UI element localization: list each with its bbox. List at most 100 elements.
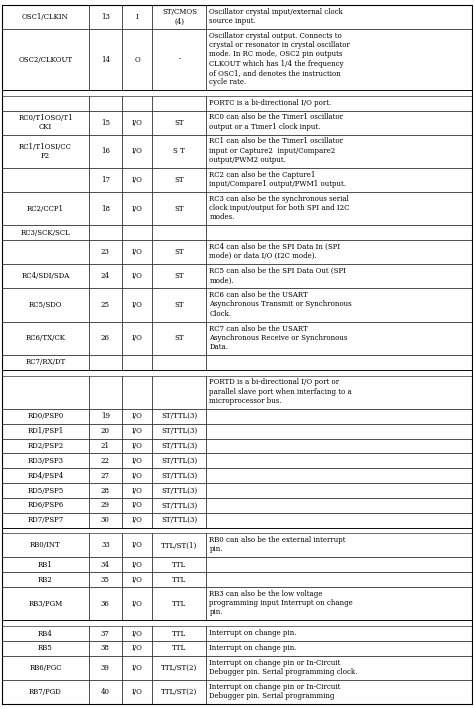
Bar [2,168,89,192]
Bar [153,469,207,483]
Text: 35: 35 [101,576,110,584]
Bar [122,498,153,513]
Text: I/O: I/O [132,118,143,127]
Text: RC2 can also be the Capture1
input/Compare1 output/PWM1 output.: RC2 can also be the Capture1 input/Compa… [210,171,346,188]
Bar [207,111,472,135]
Text: 34: 34 [101,561,110,569]
Text: I/O: I/O [132,176,143,184]
Text: RD1/PSP1: RD1/PSP1 [27,427,64,435]
Text: 15: 15 [101,118,110,127]
Bar [2,96,89,111]
Bar [89,264,122,289]
Bar [153,409,207,424]
Text: I/O: I/O [132,644,143,652]
Bar [153,533,207,557]
Bar [153,376,207,409]
Text: ST/TTL(3): ST/TTL(3) [161,501,198,510]
Bar [89,29,122,90]
Text: 20: 20 [101,427,110,435]
Bar [122,454,153,469]
Text: 37: 37 [101,630,110,637]
Bar [89,225,122,240]
Bar [153,5,207,29]
Bar [207,376,472,409]
Text: I/O: I/O [132,630,143,637]
Bar [153,322,207,355]
Bar [89,587,122,620]
Bar [207,5,472,29]
Bar [207,439,472,454]
Bar [122,626,153,641]
Text: I/O: I/O [132,501,143,510]
Bar [89,656,122,680]
Text: TTL: TTL [173,561,187,569]
Text: ST/TTL(3): ST/TTL(3) [161,413,198,420]
Bar [2,572,89,587]
Text: RD5/PSP5: RD5/PSP5 [27,486,64,495]
Bar [207,409,472,424]
Bar [2,322,89,355]
Text: RC3/SCK/SCL: RC3/SCK/SCL [20,229,70,237]
Bar [207,29,472,90]
Text: RB0/INT: RB0/INT [30,542,61,549]
Text: 26: 26 [101,335,110,342]
Bar [153,96,207,111]
Bar [153,29,207,90]
Bar [122,483,153,498]
Bar [2,289,89,322]
Bar [2,498,89,513]
Text: RB1: RB1 [38,561,53,569]
Bar [2,225,89,240]
Bar [89,192,122,225]
Bar [89,168,122,192]
Text: RB4: RB4 [38,630,53,637]
Bar [153,135,207,168]
Bar [89,289,122,322]
Text: RD0/PSP0: RD0/PSP0 [27,413,64,420]
Bar [2,240,89,264]
Bar [207,572,472,587]
Text: I/O: I/O [132,516,143,524]
Bar [2,641,89,656]
Bar [207,192,472,225]
Text: I/O: I/O [132,600,143,608]
Text: OSC2/CLKOUT: OSC2/CLKOUT [18,55,73,64]
Bar [153,225,207,240]
Bar [122,656,153,680]
Bar [89,469,122,483]
Text: -: - [178,55,181,64]
Bar [122,424,153,439]
Bar [89,111,122,135]
Text: O: O [134,55,140,64]
Text: Oscillator crystal input/external clock
source input.: Oscillator crystal input/external clock … [210,8,343,25]
Text: 22: 22 [101,457,110,465]
Bar [207,626,472,641]
Text: 13: 13 [101,13,110,21]
Bar [122,572,153,587]
Bar [207,264,472,289]
Text: ST: ST [174,176,184,184]
Bar [153,264,207,289]
Text: Oscillator crystal output. Connects to
crystal or resonator in crystal oscillato: Oscillator crystal output. Connects to c… [210,32,350,86]
Text: I/O: I/O [132,561,143,569]
Text: 33: 33 [101,542,110,549]
Bar [2,557,89,572]
Bar [89,533,122,557]
Bar [2,587,89,620]
Bar [89,572,122,587]
Bar [2,135,89,168]
Text: 28: 28 [101,486,110,495]
Text: 19: 19 [101,413,110,420]
Text: RC6/TX/CK: RC6/TX/CK [26,335,65,342]
Text: I/O: I/O [132,576,143,584]
Bar [153,641,207,656]
Text: 24: 24 [101,272,110,280]
Bar [89,96,122,111]
Bar [89,409,122,424]
Bar [89,135,122,168]
Bar [153,498,207,513]
Bar [89,424,122,439]
Bar [207,469,472,483]
Text: I/O: I/O [132,335,143,342]
Bar [122,225,153,240]
